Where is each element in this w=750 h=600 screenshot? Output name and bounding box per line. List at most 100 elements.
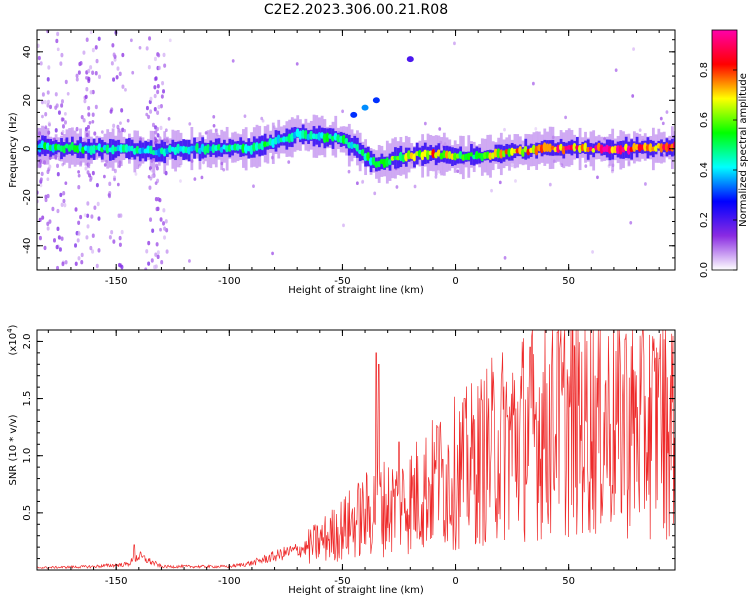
x-tick-label: -50 xyxy=(334,576,350,587)
spectrogram-noise-cell xyxy=(145,46,149,51)
spectrogram-ridge-cell xyxy=(111,144,116,155)
spectrogram-noise-cell xyxy=(151,122,155,128)
spectrogram-noise-cell xyxy=(103,163,107,167)
spectrogram-noise-cell xyxy=(150,258,154,263)
spectrogram-ridge-cell xyxy=(325,132,330,143)
spectrogram-noise-cell xyxy=(163,226,167,231)
spectrogram-noise-cell xyxy=(111,43,115,48)
spectrogram-noise-cell xyxy=(56,163,60,169)
spectrogram-noise-cell xyxy=(77,173,81,178)
colorbar-tick-label: 0.6 xyxy=(699,112,710,128)
spectrogram-noise-cell xyxy=(74,243,78,248)
spectrogram-noise-cell xyxy=(156,84,160,89)
spectrogram-marks xyxy=(37,30,675,270)
spectrogram-noise-cell xyxy=(89,245,93,251)
spectrogram-ridge-cell xyxy=(453,152,458,161)
spectrogram-noise-cell xyxy=(54,92,58,97)
spectrogram-noise-cell xyxy=(116,124,120,130)
spectrogram-ridge-cell xyxy=(510,147,515,156)
spectrogram-noise-cell xyxy=(212,115,216,119)
spectrogram-noise-cell xyxy=(94,70,98,76)
spectrogram-noise-cell xyxy=(373,191,377,196)
spectrogram-noise-cell xyxy=(108,235,112,240)
spectrogram-noise-cell xyxy=(614,68,618,72)
spectrogram-noise-cell xyxy=(510,163,514,168)
spectrogram-y-label: Frequency (Hz) xyxy=(8,112,19,188)
spectrogram-noise-cell xyxy=(162,52,166,58)
spectrogram-noise-cell xyxy=(60,52,64,58)
spectrogram-noise-cell xyxy=(145,249,149,254)
spectrogram-noise-cell xyxy=(61,129,65,134)
colorbar-tick-label: 0.2 xyxy=(699,212,710,228)
spectrogram-ridge-cell xyxy=(105,144,110,154)
spectrogram-noise-cell xyxy=(82,50,86,55)
spectrogram-noise-cell xyxy=(74,261,78,266)
spectrogram-ridge-cell xyxy=(54,143,59,151)
spectrogram-ridge-cell xyxy=(387,159,392,166)
spectrogram-noise-cell xyxy=(96,201,100,207)
spectrogram-noise-cell xyxy=(55,103,59,108)
spectrogram-noise-cell xyxy=(91,119,95,124)
y-tick-label: 20 xyxy=(22,94,33,107)
spectrogram-ridge-cell xyxy=(219,146,224,153)
spectrogram-noise-cell xyxy=(85,37,89,42)
spectrogram-noise-cell xyxy=(164,219,168,224)
spectrogram-ridge-cell xyxy=(349,141,354,150)
spectrogram-noise-cell xyxy=(47,65,51,70)
snr-y-label: SNR (10 * v/v) xyxy=(8,414,19,485)
spectrogram-noise-cell xyxy=(155,242,159,247)
spectrogram-noise-cell xyxy=(121,52,125,58)
spectrogram-noise-cell xyxy=(40,99,44,105)
spectrogram-noise-cell xyxy=(168,38,172,43)
spectrogram-ridge-cell xyxy=(206,144,211,154)
spectrogram-noise-cell xyxy=(157,104,161,110)
spectrogram-noise-cell xyxy=(148,185,152,190)
spectrogram-noise-cell xyxy=(57,235,61,240)
spectrogram-noise-cell xyxy=(77,170,81,174)
spectrogram-ridge-cell xyxy=(469,152,474,157)
spectrogram-ridge-cell xyxy=(168,145,173,153)
spectrogram-noise-cell xyxy=(157,53,161,58)
snr-y-axis: 0.5 1.0 1.5 2.0 xyxy=(22,333,675,560)
spectrogram-noise-cell xyxy=(632,47,635,51)
spectrogram-noise-cell xyxy=(120,229,124,235)
spectrogram-noise-cell xyxy=(80,114,84,120)
spectrogram-noise-cell xyxy=(84,166,88,171)
spectrogram-noise-cell xyxy=(44,112,48,117)
spectrogram-noise-cell xyxy=(63,202,67,208)
spectrogram-noise-cell xyxy=(147,261,151,266)
colorbar-gradient xyxy=(711,29,738,271)
spectrogram-noise-cell xyxy=(591,250,594,254)
spectrogram-noise-cell xyxy=(61,117,65,122)
spectrogram-noise-cell xyxy=(86,124,90,130)
spectrogram-noise-cell xyxy=(97,216,101,221)
spectrogram-noise-cell xyxy=(260,116,264,121)
spectrogram-noise-cell xyxy=(55,38,59,44)
spectrogram-noise-cell xyxy=(54,128,58,133)
spectrogram-ridge-cell xyxy=(664,142,669,153)
spectrogram-noise-cell xyxy=(156,110,160,115)
spectrogram-noise-cell xyxy=(162,221,166,226)
spectrogram-ridge-cell xyxy=(499,149,504,159)
y-tick-label: 40 xyxy=(22,45,33,58)
spectrogram-noise-cell xyxy=(631,94,635,98)
spectrogram-ridge-cell xyxy=(599,144,604,154)
spectrogram-noise-cell xyxy=(193,177,197,181)
spectrogram-ridge-cell xyxy=(572,142,577,152)
spectrogram-noise-cell xyxy=(48,219,52,224)
spectrogram-noise-cell xyxy=(60,103,64,108)
spectrogram-noise-cell xyxy=(46,193,50,199)
spectrogram-noise-cell xyxy=(43,245,47,251)
spectrogram-noise-cell xyxy=(147,64,151,70)
spectrogram-feature xyxy=(361,104,369,111)
spectrogram-feature xyxy=(372,97,380,104)
spectrogram-noise-cell xyxy=(91,47,95,53)
spectrogram-noise-cell xyxy=(61,124,65,129)
spectrogram-noise-cell xyxy=(89,178,92,182)
spectrogram-noise-cell xyxy=(531,81,535,86)
snr-panel: -150 -100 -50 0 50 0.5 1.0 1.5 2.0 Height of st… xyxy=(6,324,676,596)
x-tick-label: 50 xyxy=(562,276,575,287)
spectrogram-noise-cell xyxy=(75,126,79,132)
spectrogram-ridge-cell xyxy=(176,143,181,154)
spectrogram-noise-cell xyxy=(498,180,502,185)
